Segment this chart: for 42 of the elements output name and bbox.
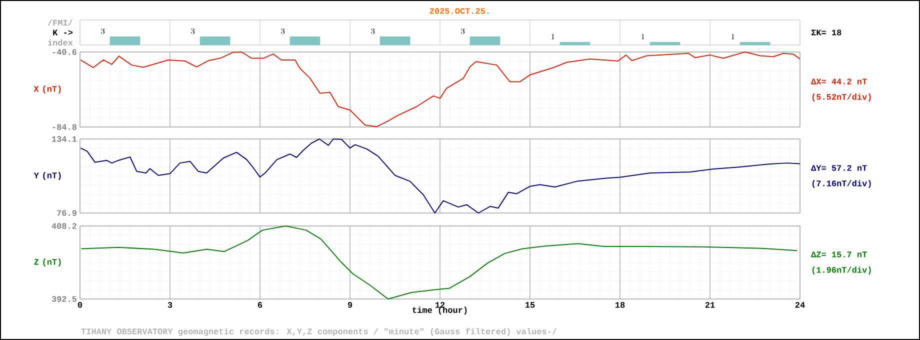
data-label: 1: [731, 34, 734, 40]
x-tick-label: 6: [258, 302, 262, 308]
text: (7.16nT/div): [812, 180, 871, 188]
y-tick-label: 134.1: [52, 136, 77, 142]
line-series: [80, 226, 798, 300]
data-label: 3: [191, 28, 195, 34]
text: (5.52nT/div): [812, 94, 871, 102]
y-axis-title: Y (nT): [34, 172, 61, 180]
data-label: 3: [371, 28, 375, 34]
x-tick-label: 24: [795, 302, 805, 308]
x-axis-title: time (hour): [412, 306, 467, 315]
y-tick-label: 392.5: [52, 296, 77, 302]
x-tick-label: 3: [168, 302, 172, 308]
x-tick-label: 12: [435, 302, 445, 308]
text: ΔY= 57.2 nT: [811, 165, 867, 171]
text: ΣK= 18: [811, 30, 842, 36]
data-label: 1: [641, 34, 644, 40]
chart-title: 2025.OCT.25.: [430, 8, 489, 14]
data-label: 3: [281, 28, 285, 34]
line-series: [80, 52, 801, 128]
line-series: [80, 138, 801, 214]
text: (1.96nT/div): [812, 266, 871, 274]
text: ΔZ= 15.7 nT: [811, 252, 867, 258]
y-tick-label: 408.2: [52, 223, 76, 229]
y-tick-label: -40.6: [52, 49, 76, 55]
y-tick-label: 76.9: [57, 210, 76, 216]
data-label: 3: [461, 28, 465, 34]
x-tick-label: 15: [525, 302, 535, 308]
data-label: 3: [101, 28, 105, 34]
text: /FMI/: [48, 19, 73, 26]
y-tick-label: -84.8: [52, 124, 77, 130]
data-label: 1: [551, 34, 554, 40]
x-tick-label: 9: [348, 302, 352, 308]
y-axis-title: X (nT): [34, 86, 61, 94]
text: ΔX= 44.2 nT: [811, 78, 867, 84]
y-axis-title: Z (nT): [34, 258, 61, 266]
text: K ->: [53, 30, 73, 36]
x-tick-label: 21: [705, 302, 715, 308]
text: TIHANY OBSERVATORY geomagnetic records: X,Y,Z components / "minute" (Gauss filtered) values-/: [81, 328, 557, 336]
text: index: [48, 39, 73, 46]
x-tick-label: 18: [615, 302, 625, 308]
x-tick-label: 0: [78, 302, 82, 308]
